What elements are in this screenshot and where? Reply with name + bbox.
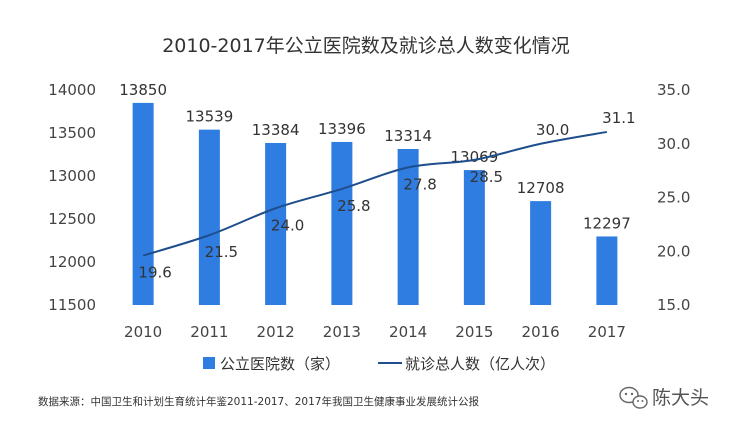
bar-value-label: 13314 [384, 127, 432, 145]
left-tick-label: 13500 [48, 124, 96, 142]
legend-bar-label: 公立医院数（家） [220, 355, 340, 373]
x-axis: 2010 2011 2012 2013 2014 2015 2016 2017 [124, 323, 626, 341]
bar-value-label: 12708 [517, 179, 565, 197]
right-tick-label: 30.0 [657, 135, 690, 153]
left-tick-label: 14000 [48, 81, 96, 99]
bar-value-label: 13539 [186, 108, 234, 126]
x-tick-label: 2013 [323, 323, 361, 341]
line-value-label: 27.8 [403, 175, 436, 193]
right-tick-label: 25.0 [657, 189, 690, 207]
bar-value-label: 13850 [119, 81, 167, 99]
x-tick-label: 2012 [257, 323, 295, 341]
source-note: 数据来源：中国卫生和计划生育统计年鉴2011-2017、2017年我国卫生健康事… [38, 395, 479, 408]
x-tick-label: 2014 [389, 323, 427, 341]
left-tick-label: 11500 [48, 296, 96, 314]
bar [265, 142, 287, 305]
line-value-label: 31.1 [602, 109, 635, 127]
x-tick-label: 2015 [455, 323, 493, 341]
right-tick-label: 20.0 [657, 242, 690, 260]
bar [530, 201, 552, 305]
right-tick-label: 15.0 [657, 296, 690, 314]
line-value-label: 28.5 [470, 168, 503, 186]
line-value-label: 25.8 [337, 197, 370, 215]
x-tick-label: 2017 [588, 323, 626, 341]
bar [198, 129, 220, 305]
legend-line-label: 就诊总人数（亿人次） [405, 355, 555, 373]
series-line [142, 130, 608, 257]
bar [397, 148, 419, 305]
watermark: 陈大头 [619, 386, 709, 409]
bar [331, 141, 353, 305]
wechat-icon [619, 386, 648, 409]
left-tick-label: 12000 [48, 253, 96, 271]
chart-title: 2010-2017年公立医院数及就诊总人数变化情况 [162, 35, 570, 57]
x-tick-label: 2011 [190, 323, 228, 341]
line-value-label: 19.6 [138, 264, 171, 282]
line-value-label: 30.0 [536, 121, 569, 139]
left-tick-label: 13000 [48, 167, 96, 185]
bar-series [132, 102, 618, 306]
bar-value-label: 13384 [252, 121, 300, 139]
x-tick-label: 2016 [522, 323, 560, 341]
x-tick-label: 2010 [124, 323, 162, 341]
legend-bar-swatch [203, 357, 215, 369]
line-value-label: 21.5 [205, 243, 238, 261]
line-value-label: 24.0 [271, 216, 304, 234]
line-series [142, 130, 608, 257]
watermark-text: 陈大头 [652, 387, 709, 409]
left-tick-label: 12500 [48, 210, 96, 228]
bar [596, 236, 618, 305]
bar-value-label: 13396 [318, 120, 366, 138]
line-labels: 19.6 21.5 24.0 25.8 27.8 28.5 30.0 31.1 [138, 109, 635, 282]
right-axis: 15.0 20.0 25.0 30.0 35.0 [657, 81, 690, 314]
legend: 公立医院数（家） 就诊总人数（亿人次） [203, 355, 555, 373]
left-axis: 11500 12000 12500 13000 13500 14000 [48, 81, 96, 314]
bar [463, 170, 485, 305]
right-tick-label: 35.0 [657, 81, 690, 99]
bar-value-label: 12297 [583, 214, 631, 232]
